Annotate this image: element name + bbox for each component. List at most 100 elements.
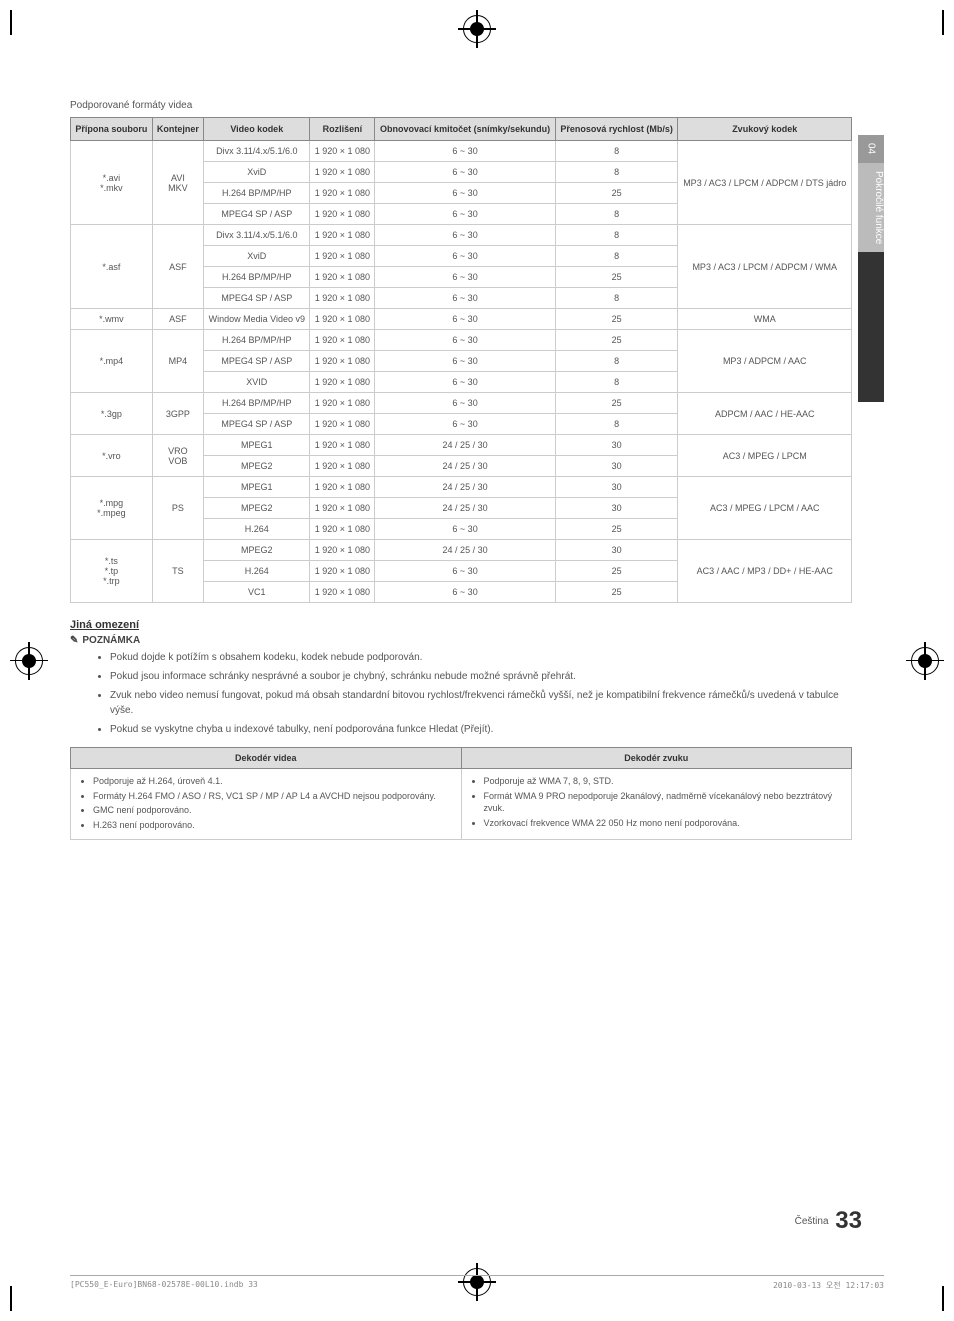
cell: 1 920 × 1 080 xyxy=(310,519,375,540)
th-fps: Obnovovací kmitočet (snímky/sekundu) xyxy=(375,118,556,141)
cell-ext: *.mpg *.mpeg xyxy=(71,477,153,540)
cell: 1 920 × 1 080 xyxy=(310,330,375,351)
cell: 25 xyxy=(555,309,678,330)
cell-ext: *.mp4 xyxy=(71,330,153,393)
cell: 1 920 × 1 080 xyxy=(310,351,375,372)
cell: 6 ~ 30 xyxy=(375,309,556,330)
cell: 6 ~ 30 xyxy=(375,246,556,267)
table-row: *.asfASFDivx 3.11/4.x/5.1/6.01 920 × 1 0… xyxy=(71,225,852,246)
cell-acodec: ADPCM / AAC / HE-AAC xyxy=(678,393,852,435)
page-lang: Čeština xyxy=(795,1216,829,1227)
crop-mark xyxy=(942,10,944,35)
cell: 1 920 × 1 080 xyxy=(310,225,375,246)
cell: 6 ~ 30 xyxy=(375,372,556,393)
cell-container: ASF xyxy=(152,225,203,309)
registration-mark xyxy=(911,647,939,675)
cell: MPEG4 SP / ASP xyxy=(204,414,310,435)
cell-acodec: MP3 / ADPCM / AAC xyxy=(678,330,852,393)
cell: 25 xyxy=(555,582,678,603)
cell-container: AVI MKV xyxy=(152,141,203,225)
cell: 1 920 × 1 080 xyxy=(310,204,375,225)
cell: MPEG2 xyxy=(204,540,310,561)
th-bitrate: Přenosová rychlost (Mb/s) xyxy=(555,118,678,141)
cell: 8 xyxy=(555,225,678,246)
cell: H.264 BP/MP/HP xyxy=(204,267,310,288)
cell: 24 / 25 / 30 xyxy=(375,477,556,498)
cell: 25 xyxy=(555,561,678,582)
footer-line xyxy=(70,1275,884,1276)
cell-ext: *.wmv xyxy=(71,309,153,330)
cell: 25 xyxy=(555,267,678,288)
cell: 1 920 × 1 080 xyxy=(310,183,375,204)
cell: H.264 xyxy=(204,561,310,582)
cell: 6 ~ 30 xyxy=(375,330,556,351)
cell: Window Media Video v9 xyxy=(204,309,310,330)
cell: 6 ~ 30 xyxy=(375,393,556,414)
cell: 1 920 × 1 080 xyxy=(310,456,375,477)
decoder-video-cell: Podporuje až H.264, úroveň 4.1. Formáty H… xyxy=(71,769,462,840)
table-row: *.avi *.mkvAVI MKVDivx 3.11/4.x/5.1/6.01… xyxy=(71,141,852,162)
cell: 1 920 × 1 080 xyxy=(310,288,375,309)
cell: 25 xyxy=(555,183,678,204)
note-item: Pokud dojde k potížím s obsahem kodeku, … xyxy=(110,650,852,665)
cell-container: MP4 xyxy=(152,330,203,393)
cell: H.264 xyxy=(204,519,310,540)
cell: 1 920 × 1 080 xyxy=(310,582,375,603)
cell: 6 ~ 30 xyxy=(375,183,556,204)
cell-acodec: MP3 / AC3 / LPCM / ADPCM / WMA xyxy=(678,225,852,309)
note-label: ✎ POZNÁMKA xyxy=(70,635,852,646)
cell-acodec: WMA xyxy=(678,309,852,330)
table-caption: Podporované formáty videa xyxy=(70,100,852,111)
decoder-video-item: GMC není podporováno. xyxy=(93,804,453,817)
table-row: *.wmvASFWindow Media Video v91 920 × 1 0… xyxy=(71,309,852,330)
decoder-video-item: Formáty H.264 FMO / ASO / RS, VC1 SP / M… xyxy=(93,790,453,803)
cell-acodec: AC3 / AAC / MP3 / DD+ / HE-AAC xyxy=(678,540,852,603)
page-number: Čeština 33 xyxy=(795,1207,862,1235)
cell: 25 xyxy=(555,393,678,414)
cell-ext: *.avi *.mkv xyxy=(71,141,153,225)
cell-container: 3GPP xyxy=(152,393,203,435)
cell: 6 ~ 30 xyxy=(375,288,556,309)
cell: 1 920 × 1 080 xyxy=(310,477,375,498)
cell: 8 xyxy=(555,162,678,183)
cell: Divx 3.11/4.x/5.1/6.0 xyxy=(204,141,310,162)
cell-ext: *.3gp xyxy=(71,393,153,435)
crop-mark xyxy=(10,10,12,35)
cell: 6 ~ 30 xyxy=(375,561,556,582)
side-tab: 04 Pokročilé funkce xyxy=(858,135,884,402)
cell: 24 / 25 / 30 xyxy=(375,435,556,456)
cell: 1 920 × 1 080 xyxy=(310,372,375,393)
note-item: Pokud se vyskytne chyba u indexové tabul… xyxy=(110,722,852,737)
cell: 1 920 × 1 080 xyxy=(310,540,375,561)
cell-acodec: AC3 / MPEG / LPCM / AAC xyxy=(678,477,852,540)
cell: 8 xyxy=(555,141,678,162)
registration-mark xyxy=(463,15,491,43)
cell: 1 920 × 1 080 xyxy=(310,141,375,162)
decoder-audio-item: Vzorkovací frekvence WMA 22 050 Hz mono … xyxy=(484,817,844,830)
cell: XviD xyxy=(204,162,310,183)
cell-ext: *.vro xyxy=(71,435,153,477)
footer: [PC550_E-Euro]BN68-02578E-00L10.indb 33 … xyxy=(70,1280,884,1291)
cell: 30 xyxy=(555,540,678,561)
cell: 1 920 × 1 080 xyxy=(310,309,375,330)
cell-ext: *.asf xyxy=(71,225,153,309)
th-container: Kontejner xyxy=(152,118,203,141)
cell: 8 xyxy=(555,246,678,267)
decoder-video-item: Podporuje až H.264, úroveň 4.1. xyxy=(93,775,453,788)
cell: 24 / 25 / 30 xyxy=(375,540,556,561)
decoder-audio-item: Formát WMA 9 PRO nepodporuje 2kanálový, … xyxy=(484,790,844,815)
cell-container: ASF xyxy=(152,309,203,330)
table-row: *.mp4MP4H.264 BP/MP/HP1 920 × 1 0806 ~ 3… xyxy=(71,330,852,351)
side-tab-dark xyxy=(858,252,884,402)
registration-mark xyxy=(15,647,43,675)
note-icon: ✎ xyxy=(70,635,78,646)
cell: 24 / 25 / 30 xyxy=(375,456,556,477)
cell: 8 xyxy=(555,372,678,393)
cell: 8 xyxy=(555,204,678,225)
table-row: *.vroVRO VOBMPEG11 920 × 1 08024 / 25 / … xyxy=(71,435,852,456)
cell: 6 ~ 30 xyxy=(375,519,556,540)
table-row: *.mpg *.mpegPSMPEG11 920 × 1 08024 / 25 … xyxy=(71,477,852,498)
cell: 1 920 × 1 080 xyxy=(310,498,375,519)
cell: MPEG4 SP / ASP xyxy=(204,288,310,309)
decoder-video-head: Dekodér videa xyxy=(71,748,462,769)
